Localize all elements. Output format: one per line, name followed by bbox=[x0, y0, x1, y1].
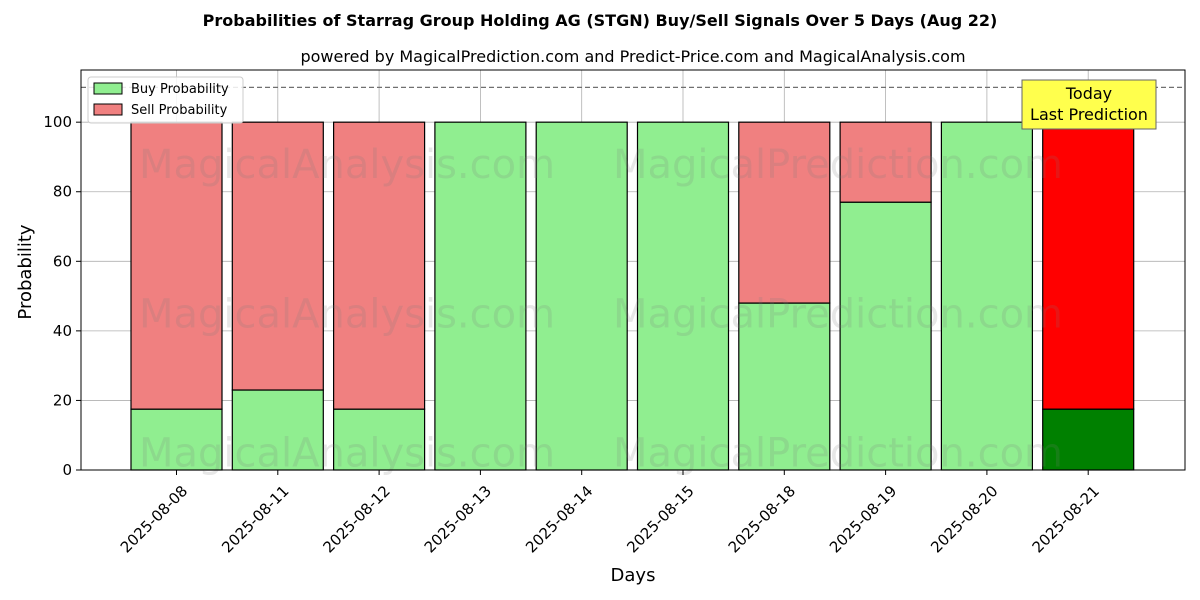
buy-bar bbox=[434, 121, 527, 471]
sell-bar bbox=[738, 121, 831, 304]
buy-bar bbox=[839, 201, 932, 471]
y-axis-label: Probability bbox=[15, 224, 36, 319]
annotation-line-2: Last Prediction bbox=[1030, 105, 1148, 124]
watermark-text: MagicalAnalysis.com bbox=[139, 291, 555, 337]
sell-bar bbox=[839, 121, 932, 203]
sell-bar bbox=[333, 121, 426, 410]
sell-bar bbox=[231, 121, 324, 391]
bars bbox=[130, 121, 1135, 471]
watermark-text: MagicalAnalysis.com bbox=[139, 142, 555, 188]
chart-subtitle: powered by MagicalPrediction.com and Pre… bbox=[300, 47, 965, 66]
y-tick-label: 40 bbox=[53, 322, 72, 340]
x-axis-label: Days bbox=[611, 565, 656, 586]
legend-label: Buy Probability bbox=[131, 82, 229, 97]
watermark-text: MagicalPrediction.com bbox=[613, 431, 1063, 477]
watermark-text: MagicalPrediction.com bbox=[613, 142, 1063, 188]
y-tick-label: 80 bbox=[53, 183, 72, 201]
sell-bar bbox=[1042, 121, 1135, 410]
buy-bar bbox=[738, 302, 831, 471]
annotation-line-1: Today bbox=[1065, 84, 1112, 103]
watermark-text: MagicalAnalysis.com bbox=[139, 431, 555, 477]
buy-bar bbox=[636, 121, 730, 471]
chart-title: Probabilities of Starrag Group Holding A… bbox=[203, 11, 998, 30]
legend: Buy Probability Sell Probability bbox=[87, 76, 244, 124]
today-annotation: Today Last Prediction bbox=[1021, 79, 1157, 130]
y-tick-label: 100 bbox=[43, 113, 72, 131]
watermark-text: MagicalPrediction.com bbox=[613, 291, 1063, 337]
legend-swatch bbox=[93, 103, 123, 116]
buy-bar bbox=[333, 408, 426, 471]
plot-frame bbox=[80, 69, 1186, 471]
buy-bar bbox=[940, 121, 1034, 471]
legend-label: Sell Probability bbox=[131, 103, 228, 118]
watermarks: MagicalAnalysis.com MagicalPrediction.com… bbox=[139, 142, 1063, 477]
buy-bar bbox=[535, 121, 628, 471]
y-tick-label: 0 bbox=[62, 461, 72, 479]
y-tick-label: 60 bbox=[53, 252, 72, 270]
annotation-box bbox=[1021, 79, 1157, 130]
legend-swatch bbox=[93, 82, 123, 95]
buy-bar bbox=[231, 389, 324, 471]
y-tick-label: 20 bbox=[53, 391, 72, 409]
legend-box bbox=[87, 76, 244, 124]
sell-bar bbox=[130, 121, 223, 410]
